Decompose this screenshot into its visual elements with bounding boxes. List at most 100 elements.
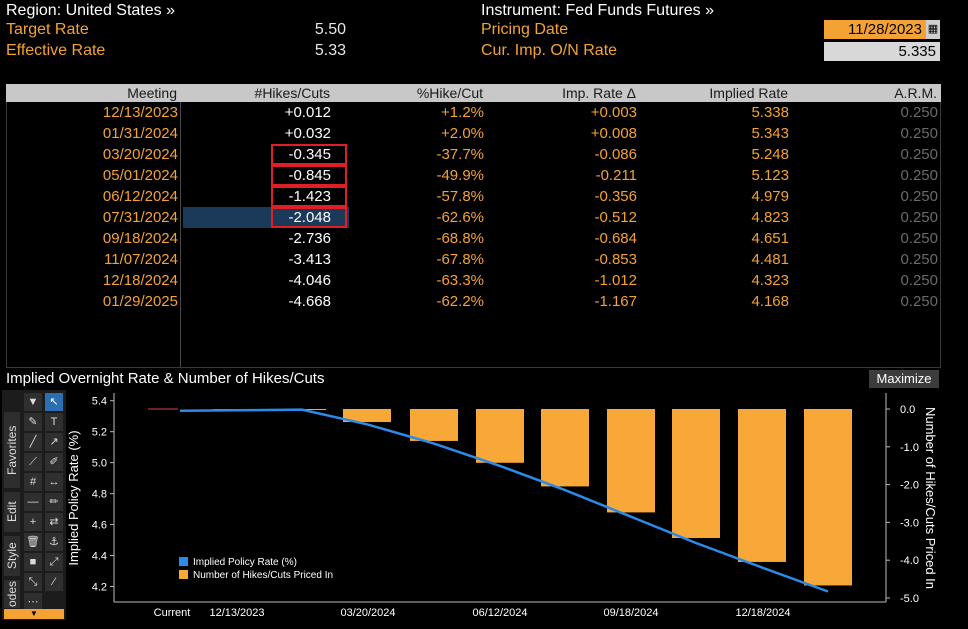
chart-toolbar: Favorites Edit Style odes ▼ ↖ ✎ T ╱ ↗ ⟋ ✐ # ↔ — ✏ + ⇄… (2, 390, 66, 620)
menu-down-icon[interactable]: ▼ (24, 393, 42, 411)
region-selector[interactable]: Region: United States » (6, 2, 175, 19)
pen-icon[interactable]: ✏ (45, 493, 63, 511)
meeting-table: 12/13/2023 +0.012 +1.2% +0.003 5.338 0.250 01/… (6, 102, 941, 368)
trash-icon[interactable]: 🗑 (24, 533, 42, 551)
arrow-icon[interactable]: ↗ (45, 433, 63, 451)
effective-rate-value: 5.33 (314, 42, 346, 59)
table-row[interactable]: 01/29/2025 -4.668 -62.2% -1.167 4.168 0.250 (7, 291, 940, 312)
expand-icon[interactable]: ⤢ (45, 553, 63, 571)
tab-style[interactable]: Style (4, 536, 20, 576)
cell-meeting: 03/20/2024 (102, 146, 178, 163)
range-icon[interactable]: ↔ (45, 473, 63, 491)
calendar-icon[interactable]: ▦ (926, 20, 940, 39)
more-icon[interactable]: ⋯ (24, 593, 42, 611)
hikes-cuts-bar (738, 409, 786, 562)
cell-arm: 0.250 (900, 125, 938, 142)
cell-hikes-cuts: -2.736 (288, 230, 331, 247)
table-row[interactable]: 12/13/2023 +0.012 +1.2% +0.003 5.338 0.250 (7, 102, 940, 123)
cell-meeting: 09/18/2024 (102, 230, 178, 247)
left-tick-label: 4.8 (92, 489, 107, 501)
table-row[interactable]: 09/18/2024 -2.736 -68.8% -0.684 4.651 0.250 (7, 228, 940, 249)
left-tick-label: 4.2 (92, 582, 107, 594)
left-tick-label: 5.4 (92, 396, 107, 408)
toolbar-expand-handle[interactable]: ▼ (4, 609, 64, 619)
cell-implied-rate: 4.651 (751, 230, 789, 247)
red-annotation-box (271, 165, 347, 186)
red-annotation-box (271, 207, 347, 228)
trend-icon[interactable]: ⟋ (24, 453, 42, 471)
table-row[interactable]: 11/07/2024 -3.413 -67.8% -0.853 4.481 0.250 (7, 249, 940, 270)
cell-arm: 0.250 (900, 167, 938, 184)
x-tick-label: 09/18/2024 (603, 607, 658, 619)
table-row[interactable]: 12/18/2024 -4.046 -63.3% -1.012 4.323 0.250 (7, 270, 940, 291)
cell-pct-hike-cut: -62.2% (436, 293, 484, 310)
hikes-cuts-bar (410, 409, 458, 441)
maximize-button[interactable]: Maximize (869, 370, 939, 388)
plus-icon[interactable]: + (24, 513, 42, 531)
col-imp-rate-delta[interactable]: Imp. Rate Δ (562, 85, 636, 101)
minus-icon[interactable]: — (24, 493, 42, 511)
cell-pct-hike-cut: -37.7% (436, 146, 484, 163)
cell-arm: 0.250 (900, 209, 938, 226)
target-rate-value: 5.50 (314, 21, 346, 38)
table-row[interactable]: 07/31/2024 -2.048 -62.6% -0.512 4.823 0.250 (7, 207, 940, 228)
left-axis-title: Implied Policy Rate (%) (66, 430, 81, 565)
pencil-icon[interactable]: ✎ (24, 413, 42, 431)
tab-modes[interactable]: odes (4, 580, 20, 608)
cell-meeting: 06/12/2024 (102, 188, 178, 205)
pricing-date-input[interactable]: 11/28/2023 (824, 20, 926, 39)
cell-implied-rate: 5.123 (751, 167, 789, 184)
table-row[interactable]: 05/01/2024 -0.845 -49.9% -0.211 5.123 0.250 (7, 165, 940, 186)
pointer-icon[interactable]: ↖ (45, 393, 63, 411)
cell-meeting: 01/31/2024 (102, 125, 178, 142)
col-implied-rate[interactable]: Implied Rate (709, 85, 788, 101)
legend-swatch-hikes (179, 570, 188, 579)
right-tick-label: -2.0 (900, 480, 919, 492)
cell-implied-rate: 4.168 (751, 293, 789, 310)
table-row[interactable]: 03/20/2024 -0.345 -37.7% -0.086 5.248 0.250 (7, 144, 940, 165)
cell-meeting: 05/01/2024 (102, 167, 178, 184)
col-arm[interactable]: A.R.M. (894, 85, 937, 101)
tab-edit[interactable]: Edit (4, 492, 20, 532)
cell-meeting: 07/31/2024 (102, 209, 178, 226)
right-axis-title: Number of Hikes/Cuts Priced In (923, 407, 938, 589)
cell-implied-rate: 4.323 (751, 272, 789, 289)
col-hikes-cuts[interactable]: #Hikes/Cuts (254, 85, 330, 101)
table-row[interactable]: 06/12/2024 -1.423 -57.8% -0.356 4.979 0.250 (7, 186, 940, 207)
square-icon[interactable]: ■ (24, 553, 42, 571)
cell-imp-rate-delta: -0.356 (594, 188, 637, 205)
instrument-selector[interactable]: Instrument: Fed Funds Futures » (481, 2, 714, 19)
cell-arm: 0.250 (900, 146, 938, 163)
cell-hikes-cuts: -3.413 (288, 251, 331, 268)
cell-pct-hike-cut: -57.8% (436, 188, 484, 205)
table-row[interactable]: 01/31/2024 +0.032 +2.0% +0.008 5.343 0.250 (7, 123, 940, 144)
chart-title: Implied Overnight Rate & Number of Hikes… (6, 370, 325, 387)
col-meeting[interactable]: Meeting (127, 85, 177, 101)
cell-hikes-cuts: +0.012 (284, 104, 331, 121)
hash-icon[interactable]: # (24, 473, 42, 491)
target-rate-label: Target Rate (6, 21, 89, 38)
cell-arm: 0.250 (900, 230, 938, 247)
cur-imp-rate-input[interactable]: 5.335 (824, 42, 940, 61)
flip-icon[interactable]: ⇄ (45, 513, 63, 531)
shrink-icon[interactable]: ⤡ (24, 573, 42, 591)
tab-favorites[interactable]: Favorites (4, 412, 20, 488)
left-tick-label: 4.6 (92, 520, 107, 532)
slash-icon[interactable]: ⁄ (45, 573, 63, 591)
cell-imp-rate-delta: -0.853 (594, 251, 637, 268)
hikes-cuts-bar (541, 409, 589, 487)
right-tick-label: -4.0 (900, 555, 919, 567)
cell-arm: 0.250 (900, 104, 938, 121)
col-pct-hike-cut[interactable]: %Hike/Cut (416, 85, 483, 101)
line-icon[interactable]: ╱ (24, 433, 42, 451)
brush-icon[interactable]: ✐ (45, 453, 63, 471)
left-tick-label: 5.0 (92, 458, 107, 470)
cell-imp-rate-delta: -0.086 (594, 146, 637, 163)
table-header: Meeting #Hikes/Cuts %Hike/Cut Imp. Rate … (6, 84, 941, 102)
cell-implied-rate: 5.338 (751, 104, 789, 121)
x-tick-label: Current (154, 607, 191, 619)
cell-hikes-cuts: -0.845 (288, 167, 331, 184)
text-icon[interactable]: T (45, 413, 63, 431)
x-tick-label: 06/12/2024 (472, 607, 527, 619)
anchor-icon[interactable]: ⚓ (45, 533, 63, 551)
